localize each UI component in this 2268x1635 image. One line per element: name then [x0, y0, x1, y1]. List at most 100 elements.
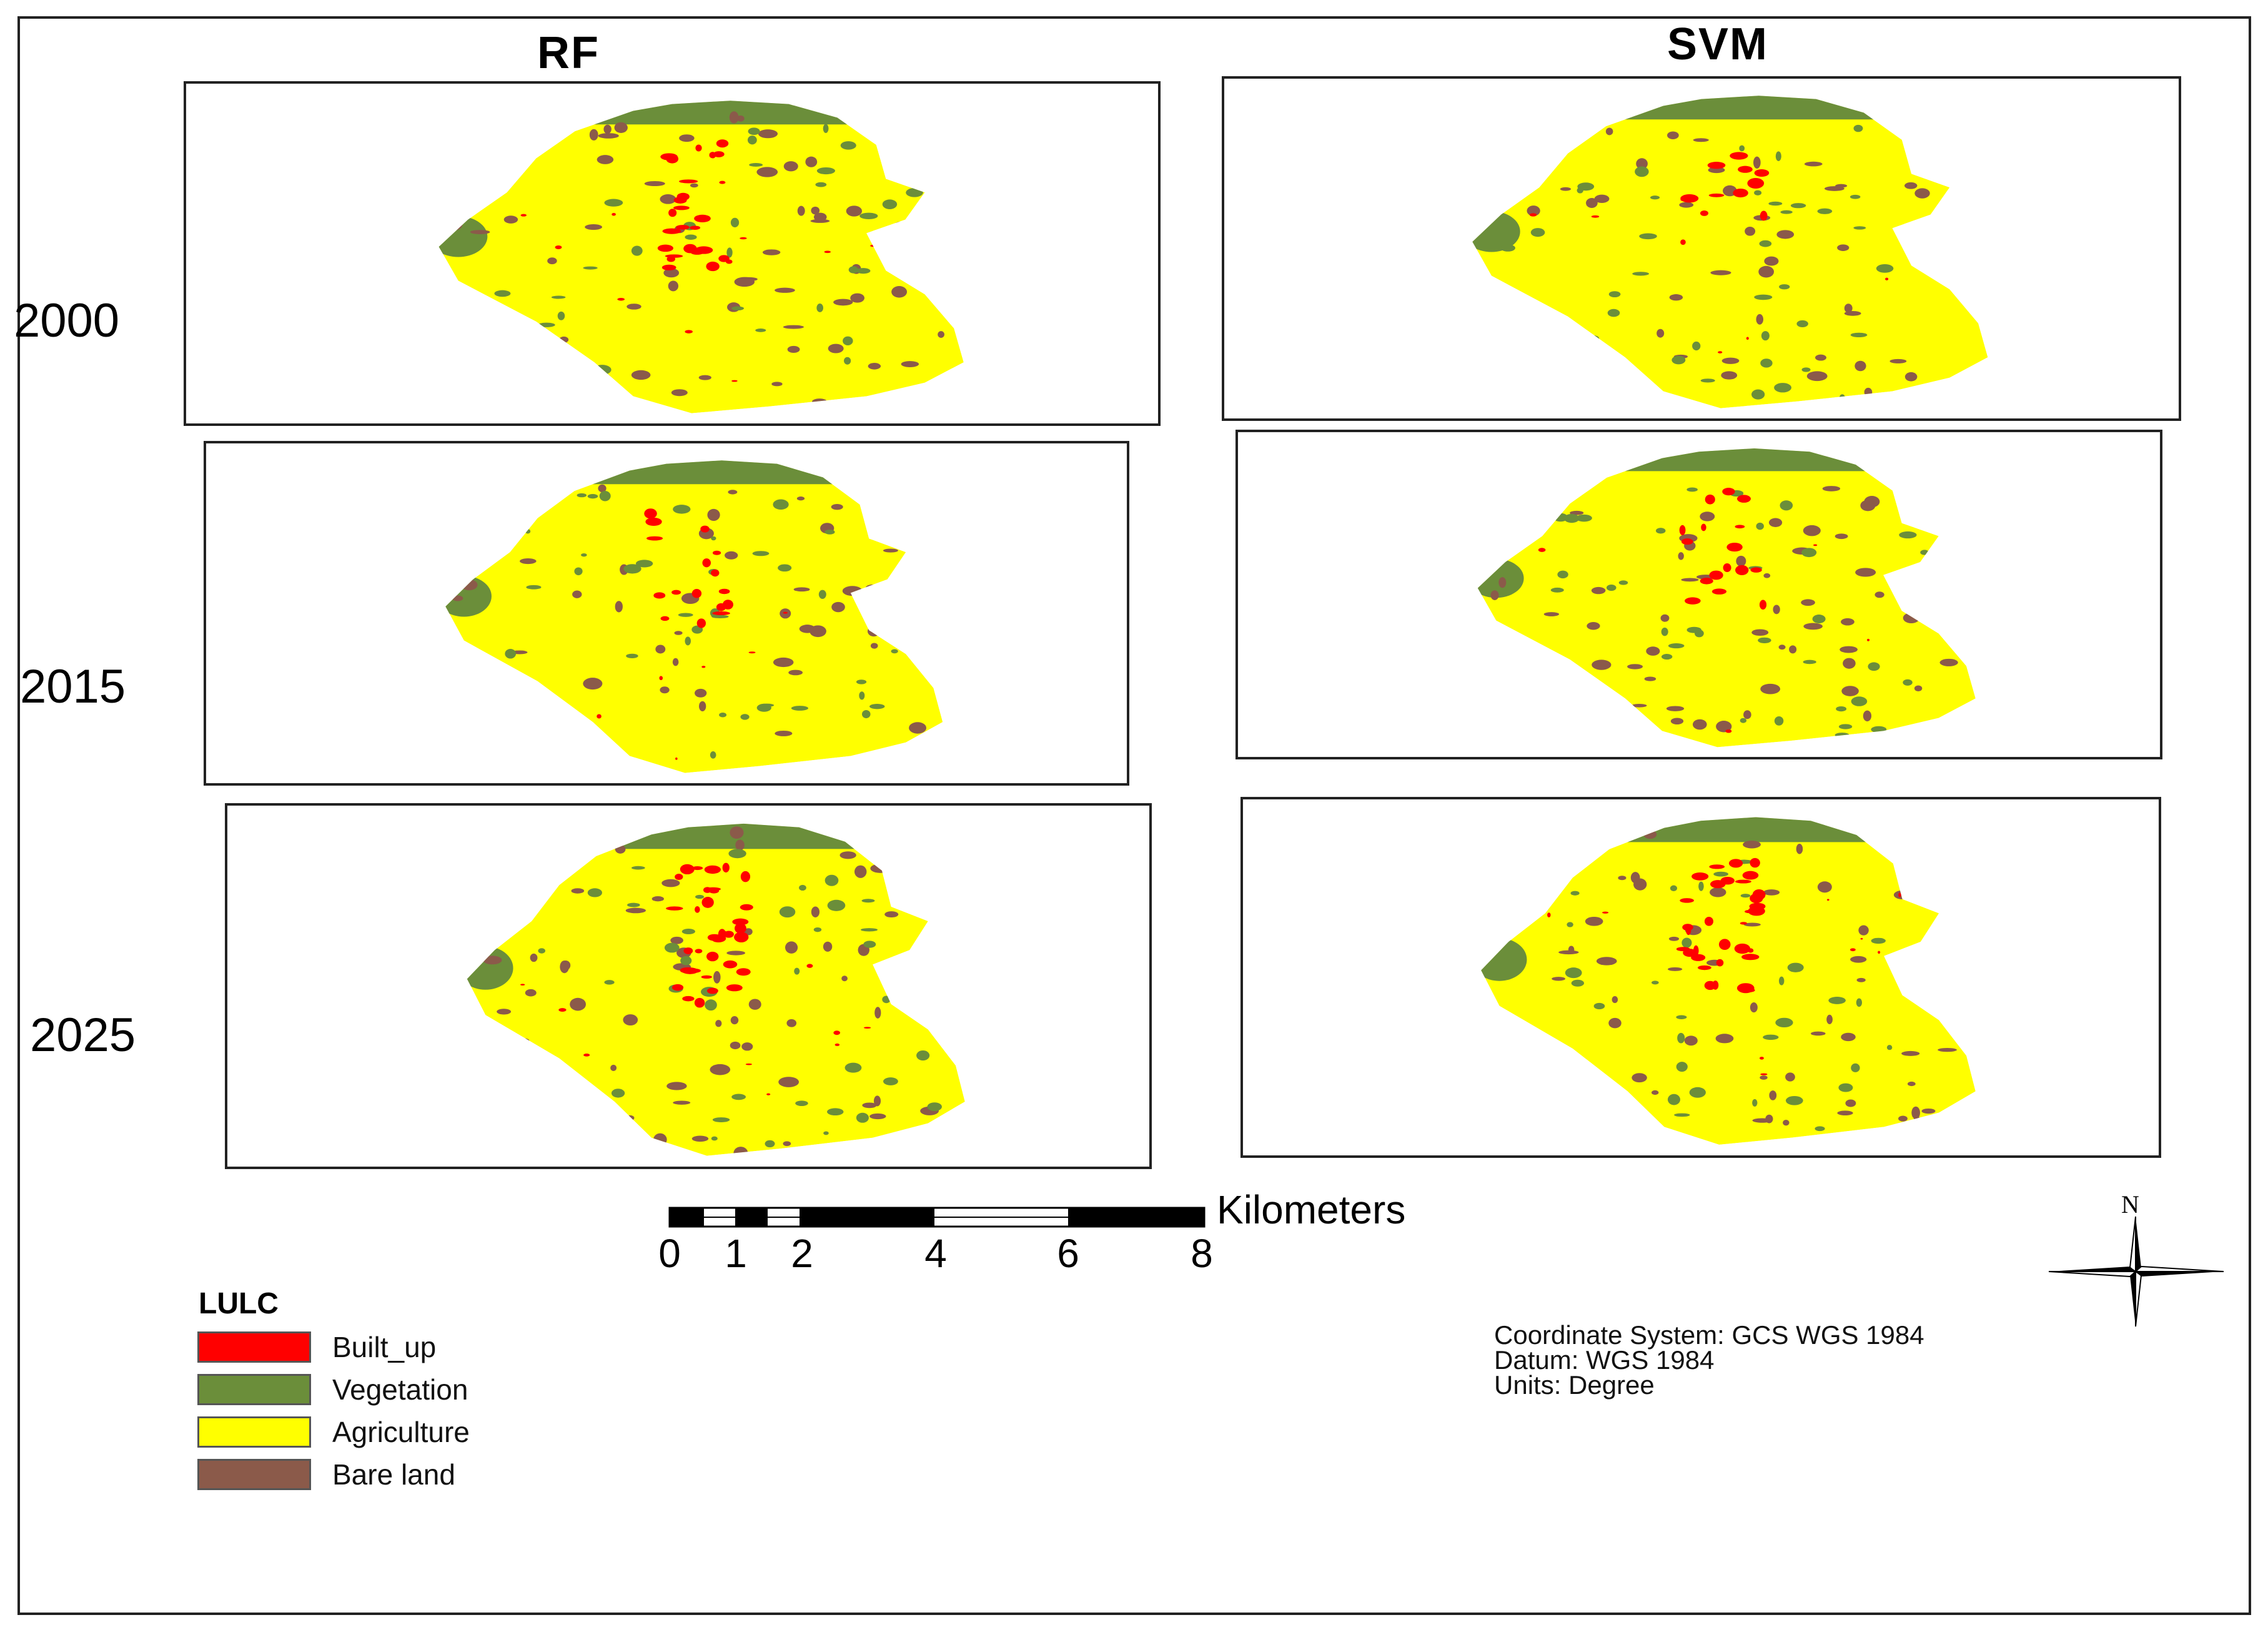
bare-land-patch	[862, 1102, 877, 1109]
built-up-patch	[678, 179, 698, 184]
vegetation-patch	[1838, 724, 1853, 729]
bare-land-patch	[1874, 591, 1884, 598]
bare-land-patch	[533, 117, 543, 122]
bare-land-patch	[1835, 184, 1848, 188]
bare-land-patch	[736, 115, 745, 122]
vegetation-patch	[1751, 389, 1765, 400]
built-up-patch	[1860, 937, 1863, 940]
bare-land-patch	[571, 888, 585, 894]
bare-land-patch	[1898, 1115, 1908, 1122]
built-up-patch	[701, 975, 712, 979]
bare-land-patch	[1692, 719, 1707, 730]
bare-land-patch	[1889, 358, 1907, 363]
built-up-patch	[740, 904, 753, 911]
bare-land-patch	[793, 587, 810, 592]
vegetation-patch	[1618, 580, 1628, 585]
built-up-patch	[1529, 213, 1537, 217]
vegetation-patch	[604, 199, 623, 207]
vegetation-patch	[1920, 550, 1929, 555]
vegetation-patch	[861, 899, 875, 903]
vegetation-patch	[1739, 145, 1745, 152]
bare-land-patch	[707, 508, 720, 521]
vegetation-patch	[1868, 662, 1880, 671]
vegetation-patch	[719, 712, 727, 718]
bare-land-patch	[883, 548, 898, 553]
built-up-patch	[520, 984, 525, 985]
bare-land-patch	[1562, 695, 1573, 704]
bare-land-patch	[1656, 328, 1665, 338]
vegetation-patch	[1535, 478, 1549, 488]
built-up-patch	[1826, 899, 1830, 901]
vegetation-patch	[438, 216, 488, 257]
built-up-patch	[671, 590, 681, 595]
units-line: Units: Degree	[1494, 1370, 1655, 1400]
vegetation-patch	[755, 328, 766, 332]
vegetation-patch	[1760, 358, 1773, 368]
bare-land-patch	[1804, 161, 1823, 167]
vegetation-patch	[863, 941, 876, 948]
vegetation-patch	[1803, 659, 1816, 664]
built-up-patch	[1737, 495, 1751, 503]
bare-land-patch	[660, 194, 676, 204]
vegetation-patch	[635, 560, 653, 568]
bare-land-patch	[593, 373, 612, 384]
built-up-patch	[1720, 876, 1735, 885]
built-up-patch	[671, 984, 684, 991]
vegetation-patch	[712, 1117, 730, 1122]
bare-land-patch	[1710, 887, 1726, 897]
built-up-patch	[653, 592, 666, 599]
bare-land-patch	[1592, 659, 1612, 670]
built-up-patch	[1735, 879, 1751, 884]
built-up-patch	[1759, 1057, 1764, 1060]
built-up-patch	[1552, 710, 1560, 714]
vegetation-patch	[813, 927, 822, 932]
vegetation-patch	[468, 355, 484, 365]
bare-land-patch	[833, 299, 853, 306]
vegetation-patch	[678, 613, 693, 617]
built-up-patch	[1676, 947, 1690, 952]
vegetation-patch	[906, 188, 923, 197]
built-up-patch	[1813, 544, 1818, 546]
lulc-map-rf-2000	[438, 101, 964, 413]
bare-land-patch	[831, 601, 845, 613]
vegetation-patch	[799, 884, 806, 891]
vegetation-patch	[856, 408, 873, 413]
bare-land-patch	[892, 473, 903, 480]
bare-land-patch	[758, 129, 778, 139]
built-up-patch	[660, 153, 678, 161]
bare-land-patch	[1904, 182, 1918, 189]
built-up-patch	[1691, 872, 1709, 881]
vegetation-patch	[1606, 584, 1617, 591]
bare-land-patch	[559, 336, 569, 343]
vegetation-patch	[1853, 226, 1866, 230]
bare-land-patch	[1943, 396, 1955, 403]
bare-land-patch	[811, 206, 820, 215]
bare-land-patch	[631, 370, 651, 380]
bare-land-patch	[553, 872, 564, 883]
bare-land-patch	[673, 1100, 691, 1105]
vegetation-patch	[1692, 341, 1701, 351]
bare-land-patch	[921, 1014, 931, 1020]
vegetation-patch	[1588, 1132, 1602, 1139]
bare-land-patch	[1644, 676, 1656, 681]
built-up-patch	[1691, 954, 1706, 961]
built-up-patch	[1748, 906, 1765, 916]
vegetation-patch	[705, 999, 717, 1011]
vegetation-patch	[1677, 1032, 1685, 1044]
vegetation-patch	[1856, 998, 1863, 1007]
bare-land-patch	[1837, 1110, 1853, 1116]
built-up-patch	[723, 931, 734, 938]
built-up-patch	[1735, 565, 1749, 575]
bare-land-patch	[1844, 304, 1853, 313]
vegetation-patch	[1775, 151, 1781, 161]
built-up-patch	[1733, 188, 1748, 198]
bare-land-patch	[520, 558, 537, 565]
built-up-patch	[706, 951, 719, 962]
vegetation-patch	[1835, 733, 1850, 738]
vegetation-patch	[1668, 643, 1685, 649]
vegetation-patch	[1607, 309, 1620, 317]
vegetation-patch	[825, 874, 839, 886]
built-up-patch	[736, 968, 751, 976]
vegetation-patch	[1780, 210, 1793, 214]
vegetation-patch	[1570, 891, 1580, 896]
